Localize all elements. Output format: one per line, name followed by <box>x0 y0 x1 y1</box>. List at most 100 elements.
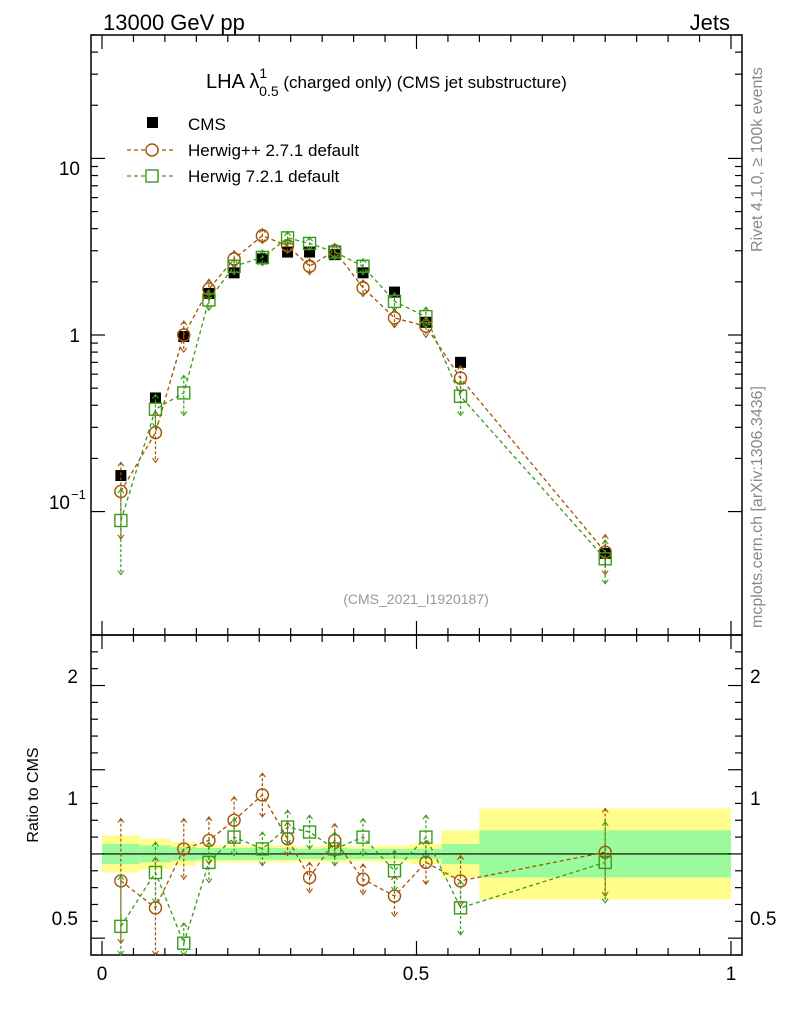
title-subscript: 0.5 <box>259 83 279 99</box>
main-point-herwig7 <box>280 231 295 245</box>
main-point-herwigpp <box>280 239 295 253</box>
ratio-error-bar-herwigpp-cap <box>180 817 188 823</box>
y-tick-label-0.1-base: 10 <box>49 493 70 514</box>
ratio-error-bar-herwig7-cap <box>284 839 291 845</box>
ratio-point-herwigpp <box>255 788 270 802</box>
ratio-error-bar-herwigpp-cap <box>422 879 430 886</box>
ratio-point-herwig7 <box>255 842 270 856</box>
ratio-point-herwig7 <box>598 855 612 870</box>
ratio-error-bar-herwigpp-cap <box>331 822 339 828</box>
main-error-bar-herwigpp-cap <box>601 533 609 539</box>
main-error-bar-herwigpp-cap <box>422 333 430 339</box>
ratio-point-herwigpp <box>302 870 317 885</box>
ratio-point-herwig7 <box>202 855 216 870</box>
x-tick-label-1: 1 <box>726 964 737 985</box>
y-tick-label-1: 1 <box>69 326 80 347</box>
ratio-error-bar-herwig7-cap <box>457 930 464 936</box>
main-error-bar-herwig7-cap <box>457 411 464 417</box>
ratio-error-bar-herwigpp-cap <box>258 812 266 818</box>
ratio-error-bar-herwig7-cap <box>258 861 266 867</box>
y-tick-label-10: 10 <box>59 159 80 180</box>
ratio-point-herwig7 <box>387 864 402 878</box>
ratio-error-bar-herwig7-cap <box>230 817 238 823</box>
main-error-bar-herwig7-cap <box>601 539 609 545</box>
main-error-bar-herwig7-cap <box>152 393 159 399</box>
main-error-bar-herwigpp-cap <box>180 347 188 354</box>
main-error-bar-herwig7-cap <box>117 488 125 494</box>
main-point-herwigpp <box>387 311 402 325</box>
ratio-error-bar-herwig7-cap <box>306 844 314 850</box>
ratio-y-label: Ratio to CMS <box>25 747 42 842</box>
main-point-herwig7 <box>356 259 370 273</box>
main-point-cms <box>455 356 467 368</box>
mcplots-label: mcplots.cern.ch [arXiv:1306.3436] <box>749 386 766 628</box>
main-point-herwigpp <box>114 484 128 499</box>
main-error-bar-herwigpp-cap <box>152 458 159 464</box>
main-point-herwig7 <box>598 552 612 566</box>
ratio-error-bar-herwigpp-cap <box>258 772 266 778</box>
legend-marker-herwig7 <box>145 169 159 183</box>
main-point-herwigpp <box>419 319 433 334</box>
legend: CMS Herwig++ 2.7.1 default Herwig 7.2.1 … <box>127 115 359 186</box>
main-error-bar-herwigpp-cap <box>306 257 314 264</box>
ratio-point-herwig7 <box>356 830 370 844</box>
main-point-herwigpp <box>255 229 270 243</box>
ratio-tick-label-1: 1 <box>67 789 78 810</box>
ratio-error-bar-herwig7-cap <box>457 879 464 886</box>
ratio-error-bar-herwigpp-cap <box>306 861 314 867</box>
ratio-point-herwig7 <box>280 820 295 834</box>
ratio-error-bar-herwigpp-cap <box>284 851 291 857</box>
main-error-bar-herwig7-cap <box>205 305 213 312</box>
process-label: Jets <box>690 10 730 35</box>
main-point-herwig7 <box>328 245 342 259</box>
main-error-bar-herwigpp-cap <box>180 320 188 326</box>
ratio-tick-label-2: 2 <box>67 667 78 688</box>
main-error-bar-herwigpp-cap <box>117 461 125 467</box>
ratio-tick-label-1-right: 1 <box>750 789 761 810</box>
legend-label-cms: CMS <box>188 115 226 134</box>
main-point-herwig7 <box>387 294 402 309</box>
legend-marker-cms <box>147 117 158 128</box>
main-error-bar-herwig7-cap <box>306 245 314 252</box>
x-tick-label-0.5: 0.5 <box>403 964 429 985</box>
ratio-point-herwig7 <box>227 830 241 844</box>
main-point-herwigpp <box>453 371 468 385</box>
legend-marker-herwigpp <box>145 143 159 157</box>
ratio-point-herwigpp <box>356 872 370 886</box>
ratio-error-bar-herwig7-cap <box>152 841 159 847</box>
main-point-herwig7 <box>202 293 216 307</box>
x-tick-label-0: 0 <box>97 964 108 985</box>
main-error-bar-herwig7-cap <box>117 570 125 576</box>
legend-label-herwigpp: Herwig++ 2.7.1 default <box>188 141 359 160</box>
ratio-point-herwig7 <box>328 842 342 856</box>
ratio-error-bar-herwig7-cap <box>331 861 339 867</box>
main-error-bar-herwig7-cap <box>391 306 398 312</box>
ratio-error-bar-herwigpp-cap <box>601 891 609 897</box>
ratio-tick-label-0.5: 0.5 <box>52 909 78 930</box>
axis-ticks <box>91 34 742 956</box>
ratio-point-herwig7 <box>419 830 433 844</box>
ratio-error-bar-herwigpp-cap <box>152 950 159 956</box>
main-point-cms <box>304 246 316 258</box>
y-tick-label-0.1-exponent: −1 <box>71 487 86 502</box>
main-point-herwigpp <box>177 328 191 342</box>
main-error-bar-herwigpp-cap <box>391 323 398 329</box>
main-point-herwig7 <box>255 250 270 265</box>
main-error-bar-herwig7-cap <box>258 249 266 255</box>
main-point-herwigpp <box>202 282 216 296</box>
rivet-label: Rivet 4.1.0, ≥ 100k events <box>749 67 766 252</box>
main-point-herwig7 <box>453 389 468 403</box>
main-line-herwig7 <box>120 237 606 560</box>
ratio-point-herwig7 <box>302 825 317 839</box>
main-error-bar-herwig7-cap <box>230 257 238 264</box>
main-error-bar-herwigpp-cap <box>258 227 266 234</box>
data-marks <box>114 227 612 956</box>
legend-label-herwig7: Herwig 7.2.1 default <box>188 167 339 186</box>
collision-label: 13000 GeV pp <box>103 10 245 35</box>
main-error-bar-herwigpp-cap <box>117 534 125 540</box>
title-main: LHA λ <box>206 71 259 93</box>
ratio-error-bar-herwigpp-cap <box>391 911 398 918</box>
ratio-error-bar-herwig7-cap <box>284 809 291 815</box>
main-point-herwig7 <box>302 236 317 251</box>
